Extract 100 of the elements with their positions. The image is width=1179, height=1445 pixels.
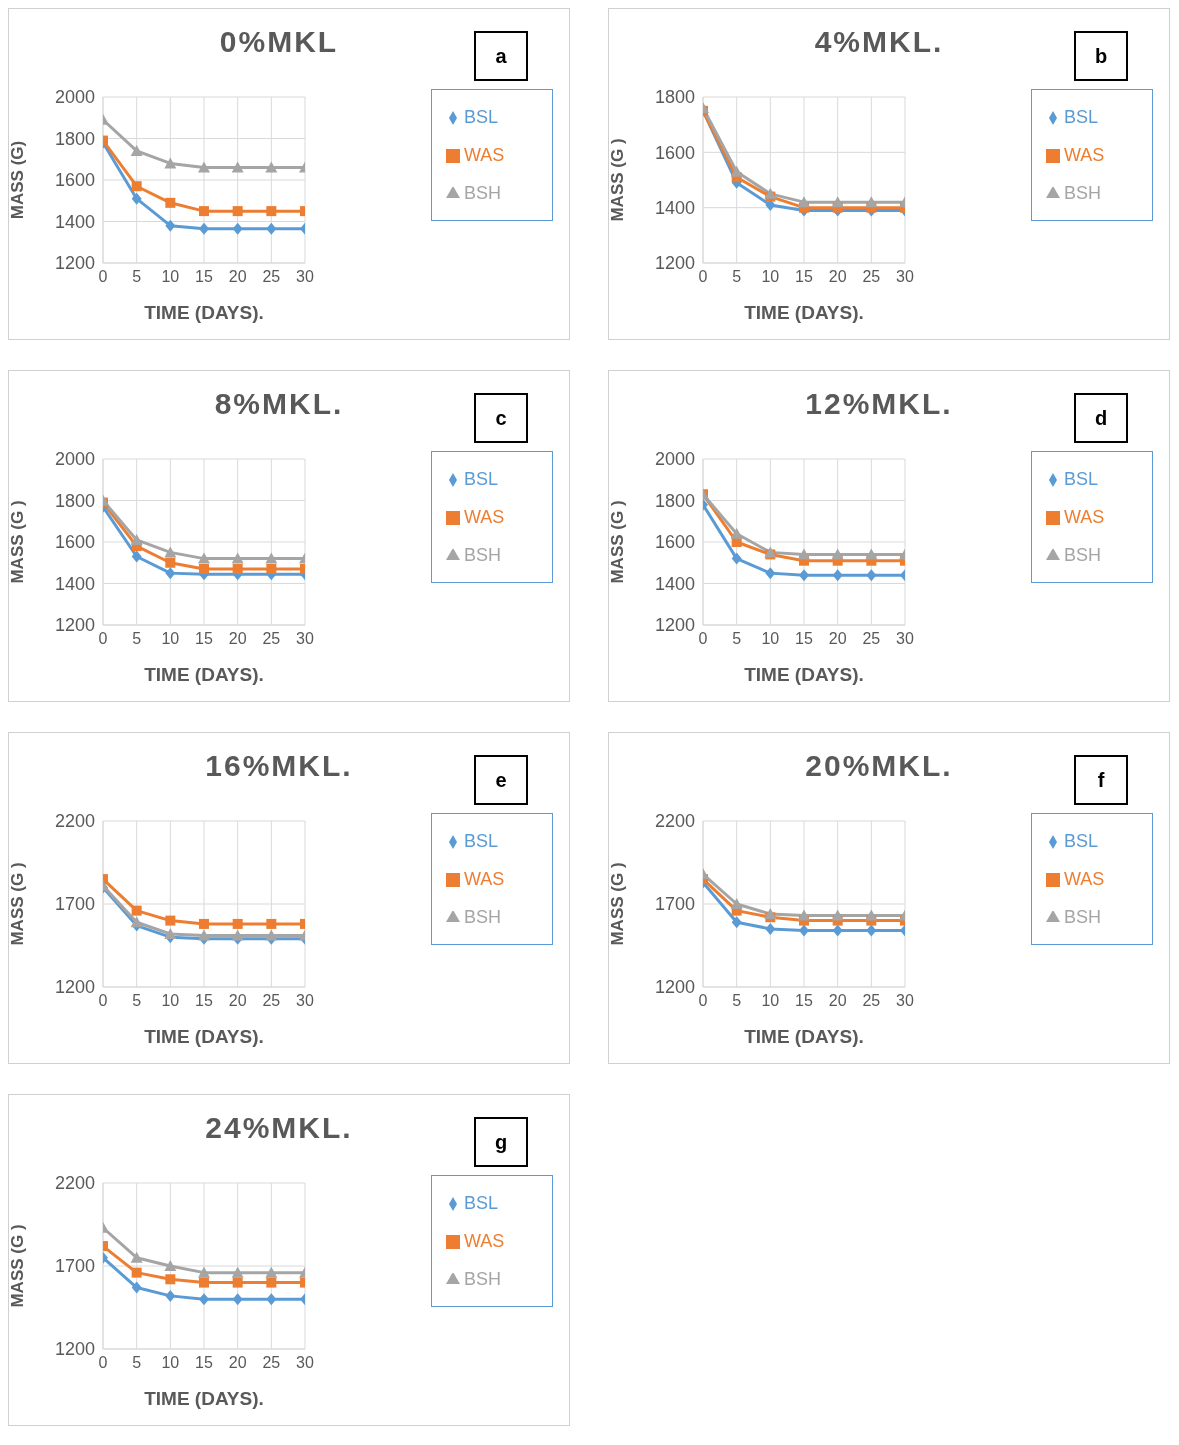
point bbox=[265, 929, 278, 941]
point bbox=[199, 1293, 209, 1306]
y-tick-label: 1600 bbox=[654, 142, 695, 163]
legend-label: WAS bbox=[1064, 507, 1105, 527]
point bbox=[730, 898, 743, 909]
y-tick-label: 1200 bbox=[654, 615, 695, 636]
x-tick-label: 0 bbox=[98, 268, 108, 286]
point bbox=[799, 924, 809, 937]
y-tick-label: 1600 bbox=[54, 532, 95, 553]
point bbox=[266, 563, 277, 574]
point bbox=[731, 552, 742, 565]
point bbox=[865, 196, 878, 208]
y-tick-label: 1200 bbox=[54, 1339, 95, 1360]
x-tick-label: 0 bbox=[698, 630, 708, 648]
chart-title: 8%MKL. bbox=[213, 387, 345, 421]
x-tick-label: 5 bbox=[732, 992, 742, 1010]
x-tick-label: 15 bbox=[195, 630, 213, 648]
point bbox=[131, 1281, 142, 1294]
point bbox=[165, 219, 176, 232]
y-tick-label: 2200 bbox=[654, 811, 695, 832]
x-tick-label: 20 bbox=[228, 268, 247, 286]
y-tick-label: 1600 bbox=[654, 532, 695, 553]
point bbox=[266, 1293, 277, 1306]
point bbox=[865, 548, 878, 560]
legend-label: BSL bbox=[1064, 469, 1099, 489]
x-tick-label: 25 bbox=[262, 1354, 281, 1372]
x-tick-label: 0 bbox=[698, 992, 708, 1010]
y-tick-label: 1700 bbox=[654, 894, 695, 915]
x-tick-label: 20 bbox=[228, 630, 247, 648]
x-axis-title: TIME (DAYS). bbox=[744, 664, 864, 685]
point bbox=[199, 918, 209, 929]
point bbox=[164, 546, 177, 558]
chart-title: 0%MKL bbox=[218, 25, 340, 59]
x-axis-title: TIME (DAYS). bbox=[144, 1026, 264, 1047]
legend-label: WAS bbox=[464, 1231, 505, 1251]
x-tick-label: 15 bbox=[195, 992, 213, 1010]
point bbox=[831, 196, 844, 208]
y-axis-title: MASS (G) bbox=[8, 140, 28, 220]
y-tick-label: 2200 bbox=[54, 811, 95, 832]
x-tick-label: 0 bbox=[98, 992, 108, 1010]
y-axis-title: MASS (G ) bbox=[608, 500, 628, 584]
y-tick-label: 1800 bbox=[54, 128, 95, 149]
point bbox=[231, 929, 244, 941]
legend-label: BSH bbox=[1064, 183, 1102, 203]
point bbox=[266, 206, 277, 217]
point bbox=[198, 552, 210, 564]
x-tick-label: 10 bbox=[161, 630, 180, 648]
y-tick-label: 1800 bbox=[654, 87, 695, 108]
point bbox=[199, 1277, 209, 1288]
x-tick-label: 10 bbox=[161, 268, 180, 286]
y-tick-label: 1400 bbox=[654, 198, 695, 219]
y-tick-label: 1200 bbox=[54, 977, 95, 998]
y-axis-title: MASS (G ) bbox=[608, 138, 628, 222]
point bbox=[764, 187, 777, 199]
y-tick-label: 1200 bbox=[54, 253, 95, 274]
point bbox=[831, 548, 844, 560]
x-axis-title: TIME (DAYS). bbox=[144, 1388, 264, 1409]
x-tick-label: 15 bbox=[795, 630, 813, 648]
point bbox=[164, 1260, 177, 1271]
x-tick-label: 30 bbox=[896, 992, 914, 1010]
chart-title: 24%MKL. bbox=[204, 1111, 354, 1145]
legend-label: BSH bbox=[464, 1269, 502, 1289]
chart-title: 16%MKL. bbox=[204, 749, 354, 783]
x-tick-label: 0 bbox=[98, 630, 108, 648]
legend-label: WAS bbox=[1064, 869, 1105, 889]
x-tick-label: 20 bbox=[828, 630, 847, 648]
text: b bbox=[1074, 31, 1128, 81]
legend-label: BSH bbox=[464, 545, 502, 565]
point bbox=[232, 222, 243, 235]
point bbox=[131, 905, 142, 916]
x-tick-label: 30 bbox=[296, 268, 314, 286]
point bbox=[265, 1266, 278, 1278]
y-tick-label: 2000 bbox=[654, 449, 695, 470]
x-tick-label: 30 bbox=[896, 268, 914, 286]
y-tick-label: 1200 bbox=[654, 253, 695, 274]
x-tick-label: 30 bbox=[296, 992, 314, 1010]
x-tick-label: 10 bbox=[761, 992, 780, 1010]
y-tick-label: 1700 bbox=[54, 1256, 95, 1277]
x-tick-label: 25 bbox=[262, 268, 281, 286]
y-tick-label: 1200 bbox=[654, 977, 695, 998]
point bbox=[266, 222, 277, 235]
point bbox=[765, 922, 776, 935]
point bbox=[199, 222, 209, 235]
point bbox=[232, 918, 243, 929]
legend-label: BSL bbox=[1064, 107, 1099, 127]
point bbox=[130, 916, 143, 928]
point bbox=[764, 907, 777, 919]
point bbox=[799, 569, 809, 582]
chart-title: 12%MKL. bbox=[804, 387, 954, 421]
y-axis-title: MASS (G ) bbox=[8, 862, 28, 946]
y-tick-label: 1400 bbox=[654, 573, 695, 594]
x-tick-label: 15 bbox=[795, 992, 813, 1010]
y-tick-label: 1200 bbox=[54, 615, 95, 636]
legend-label: BSL bbox=[464, 1193, 499, 1213]
point bbox=[165, 567, 176, 580]
legend-label: BSL bbox=[464, 469, 499, 489]
x-tick-label: 0 bbox=[98, 1354, 108, 1372]
point bbox=[165, 915, 176, 926]
point bbox=[199, 206, 209, 217]
point bbox=[231, 161, 244, 173]
